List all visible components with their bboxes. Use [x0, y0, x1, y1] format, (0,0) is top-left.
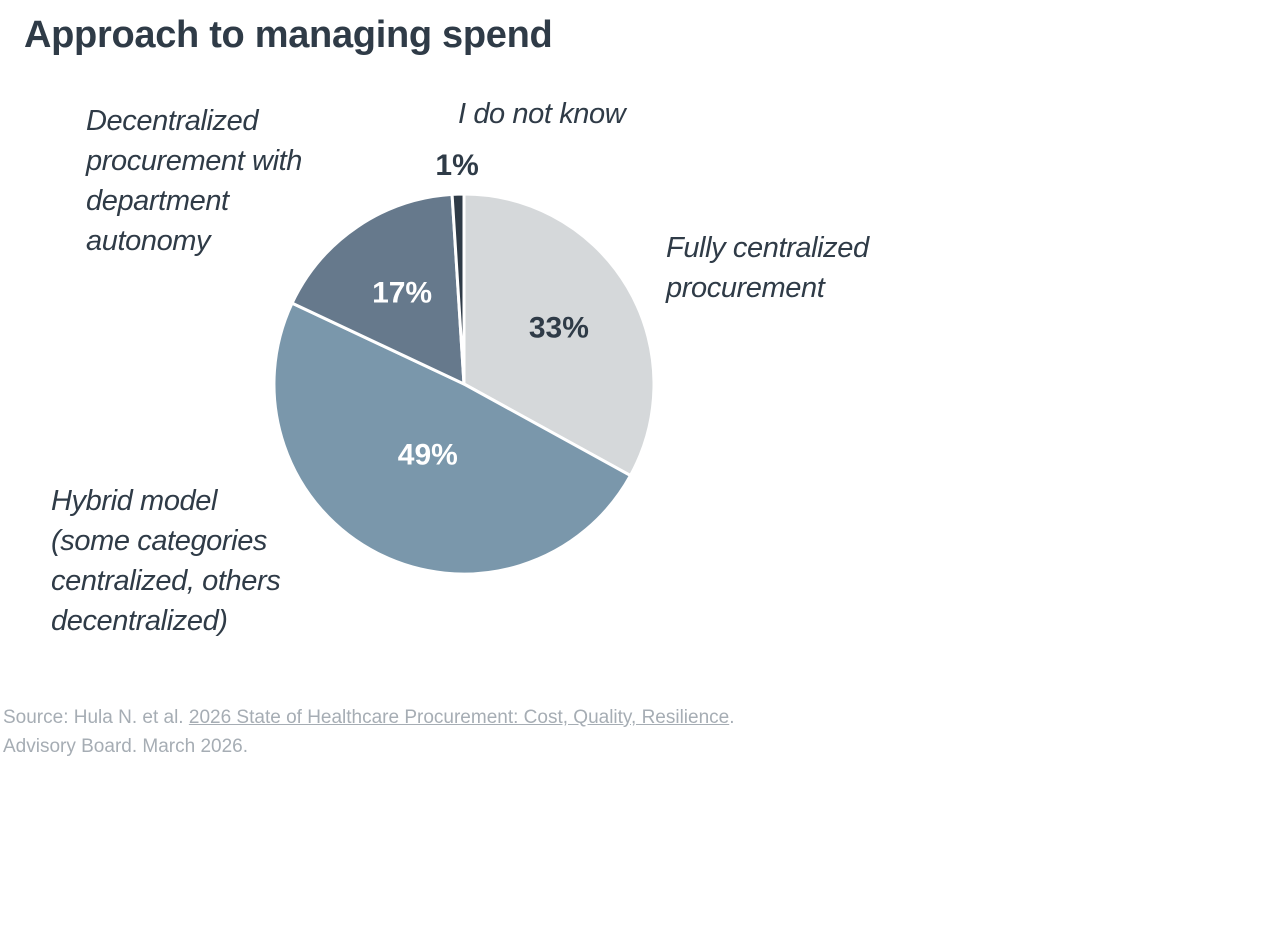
source-prefix: Source: Hula N. et al.	[3, 707, 189, 728]
pie-slices	[272, 192, 656, 576]
slice-label-line: department	[86, 185, 229, 217]
slice-label-line: I do not know	[458, 98, 626, 130]
slice-label-line: procurement with	[86, 145, 303, 177]
slice-label-line: autonomy	[86, 225, 211, 257]
slice-label-line: Hybrid model	[51, 485, 218, 517]
source-report-link[interactable]: 2026 State of Healthcare Procurement: Co…	[188, 707, 730, 728]
slice-label-line: Decentralized	[86, 105, 259, 137]
value-label-hybrid-model: 49%	[398, 439, 458, 472]
slice-label-line: decentralized)	[51, 605, 228, 637]
slice-label-line: (some categories	[51, 525, 268, 557]
source-note: Source: Hula N. et al. 2026 State of Hea…	[3, 703, 735, 761]
value-label-fully-centralized: 33%	[529, 311, 589, 344]
value-label-decentralized: 17%	[372, 276, 432, 309]
slice-label-i-do-not-know: I do not know	[458, 94, 626, 134]
pie-slice-i-do-not-know	[450, 192, 466, 386]
slice-label-line: centralized, others	[51, 565, 281, 597]
pie-slice-fully-centralized	[462, 192, 656, 478]
slice-label-line: procurement	[666, 272, 825, 304]
source-line-2: Advisory Board. March 2026.	[3, 736, 249, 757]
slice-label-hybrid-model: Hybrid model (some categories centralize…	[51, 481, 281, 641]
value-label-i-do-not-know: 1%	[435, 149, 478, 182]
source-line-1: Source: Hula N. et al. 2026 State of Hea…	[3, 703, 735, 732]
source-suffix: .	[729, 707, 735, 728]
pie-slice-decentralized	[290, 192, 466, 386]
slice-label-line: Fully centralized	[666, 232, 869, 264]
slice-label-decentralized: Decentralized procurement with departmen…	[86, 101, 302, 261]
pie-value-labels: 33% 49% 17% 1%	[372, 149, 589, 472]
chart-title: Approach to managing spend	[24, 14, 553, 56]
slice-label-fully-centralized: Fully centralized procurement	[666, 228, 869, 308]
pie-slice-hybrid-model	[272, 301, 632, 576]
